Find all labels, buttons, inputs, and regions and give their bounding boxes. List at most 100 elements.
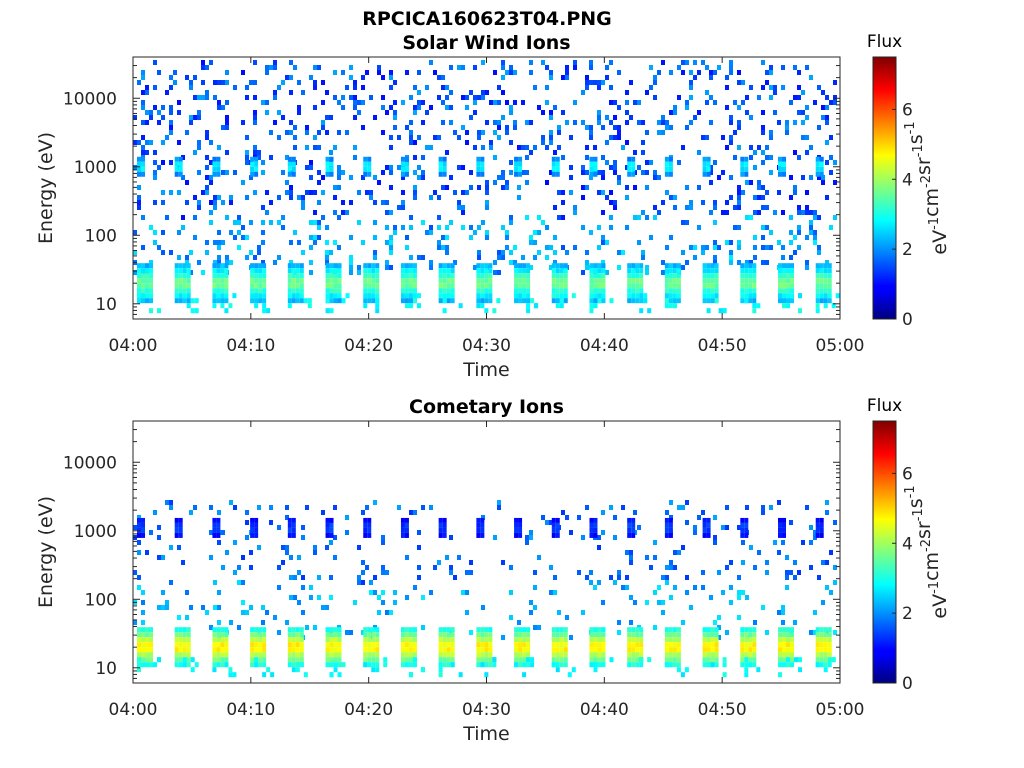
background-cell xyxy=(681,220,685,225)
background-cell xyxy=(821,105,825,110)
burst-cell xyxy=(676,288,681,294)
burst-cell xyxy=(224,293,229,299)
burst-cell xyxy=(174,637,179,643)
background-cell xyxy=(445,85,449,90)
background-cell xyxy=(549,170,553,175)
background-cell xyxy=(737,575,741,580)
background-cell xyxy=(137,550,141,555)
background-cell xyxy=(349,630,353,635)
burst-cell xyxy=(782,278,787,284)
background-cell xyxy=(661,575,665,580)
burst-cell xyxy=(216,517,221,523)
burst-cell xyxy=(819,293,824,299)
burst-cell xyxy=(664,662,669,668)
background-cell xyxy=(653,175,657,180)
burst-cell xyxy=(484,268,489,274)
background-cell xyxy=(469,170,473,175)
burst-cell xyxy=(778,527,783,533)
burst-cell xyxy=(174,657,179,663)
burst-cell xyxy=(744,283,749,289)
background-cell xyxy=(417,175,421,180)
background-cell xyxy=(661,610,665,615)
burst-cell xyxy=(740,657,745,663)
burst-cell xyxy=(635,662,640,668)
burst-cell xyxy=(329,647,334,653)
background-cell xyxy=(213,605,217,610)
burst-cell xyxy=(778,298,783,304)
burst-cell xyxy=(710,637,715,643)
burst-cell xyxy=(627,652,632,658)
burst-cell xyxy=(786,627,791,633)
background-cell xyxy=(157,555,161,560)
background-cell xyxy=(753,255,757,260)
burst-cell xyxy=(589,662,594,668)
burst-cell xyxy=(722,672,727,678)
burst-cell xyxy=(307,298,312,304)
burst-cell xyxy=(639,268,644,274)
burst-cell xyxy=(438,522,443,528)
background-cell xyxy=(741,540,745,545)
background-cell xyxy=(561,200,565,205)
background-cell xyxy=(785,555,789,560)
burst-cell xyxy=(786,283,791,289)
background-cell xyxy=(389,245,393,250)
burst-cell xyxy=(740,627,745,633)
background-cell xyxy=(285,155,289,160)
burst-cell xyxy=(790,632,795,638)
burst-cell xyxy=(748,273,753,279)
burst-cell xyxy=(672,627,677,633)
background-cell xyxy=(389,70,393,75)
burst-cell xyxy=(756,303,761,309)
burst-cell xyxy=(744,627,749,633)
burst-cell xyxy=(329,652,334,658)
burst-cell xyxy=(589,171,594,177)
background-cell xyxy=(797,85,801,90)
burst-cell xyxy=(216,627,221,633)
background-cell xyxy=(549,565,553,570)
burst-cell xyxy=(740,642,745,648)
burst-cell xyxy=(295,632,300,638)
burst-cell xyxy=(819,642,824,648)
burst-cell xyxy=(555,303,560,309)
burst-cell xyxy=(551,268,556,274)
background-cell xyxy=(337,175,341,180)
background-cell xyxy=(401,205,405,210)
background-cell xyxy=(565,75,569,80)
background-cell xyxy=(381,75,385,80)
burst-cell xyxy=(438,288,443,294)
background-cell xyxy=(805,105,809,110)
burst-cell xyxy=(220,298,225,304)
burst-cell xyxy=(668,522,673,528)
background-cell xyxy=(689,120,693,125)
burst-cell xyxy=(819,647,824,653)
background-cell xyxy=(545,180,549,185)
background-cell xyxy=(625,550,629,555)
background-cell xyxy=(145,140,149,145)
background-cell xyxy=(785,570,789,575)
burst-cell xyxy=(601,652,606,658)
background-cell xyxy=(273,65,277,70)
background-cell xyxy=(453,190,457,195)
background-cell xyxy=(749,180,753,185)
burst-cell xyxy=(476,171,481,177)
burst-cell xyxy=(514,642,519,648)
burst-cell xyxy=(514,263,519,269)
burst-cell xyxy=(484,642,489,648)
burst-cell xyxy=(299,268,304,274)
burst-cell xyxy=(526,303,531,309)
burst-cell xyxy=(442,273,447,279)
burst-cell xyxy=(672,288,677,294)
background-cell xyxy=(541,220,545,225)
background-cell xyxy=(161,190,165,195)
burst-cell xyxy=(145,283,149,289)
burst-cell xyxy=(400,298,405,304)
y-axis-label: Energy (eV) xyxy=(35,132,57,244)
burst-cell xyxy=(367,288,372,294)
burst-cell xyxy=(375,293,380,299)
background-cell xyxy=(713,240,717,245)
background-cell xyxy=(681,620,685,625)
burst-cell xyxy=(480,273,485,279)
burst-cell xyxy=(702,278,707,284)
background-cell xyxy=(585,185,589,190)
burst-cell xyxy=(446,298,451,304)
